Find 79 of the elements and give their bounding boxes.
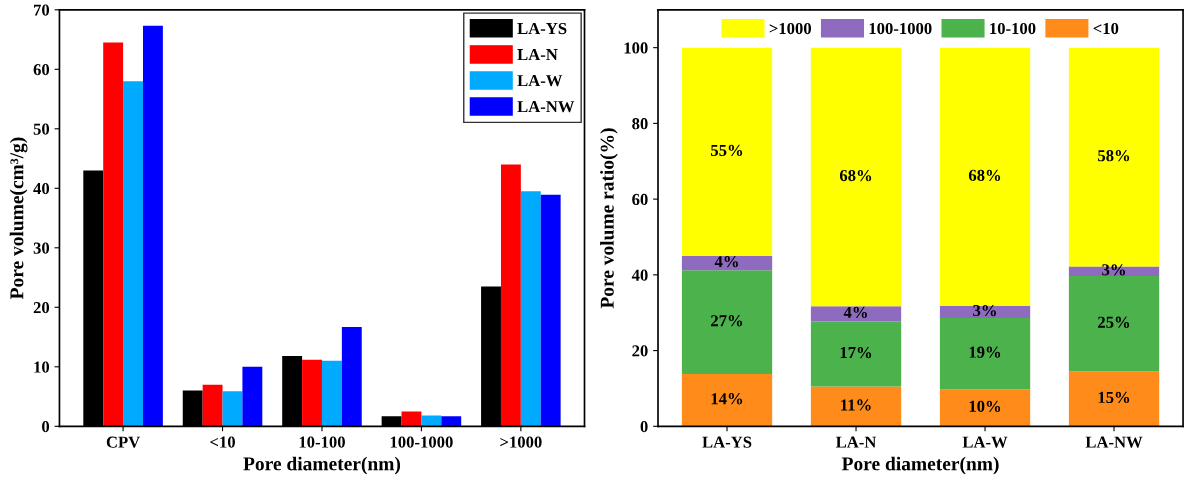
x-tick-label: 100-1000 (390, 436, 453, 448)
bar (810, 306, 902, 322)
y-tick-label: 20 (33, 302, 50, 314)
y-tick-label: 10 (34, 361, 50, 373)
y-axis-title: Pore volume(cm³/g) (9, 137, 28, 300)
legend-label: LA-N (517, 49, 558, 61)
bar (540, 194, 561, 427)
bar (1068, 275, 1160, 372)
y-tick-label: 30 (33, 242, 50, 254)
bar (939, 305, 1031, 319)
x-axis-title: Pore diameter(nm) (841, 456, 999, 475)
x-tick-label: LA-YS (702, 436, 752, 448)
bar (103, 42, 124, 427)
x-tick-label: >1000 (500, 436, 542, 448)
data-label: 25% (1098, 316, 1130, 328)
bar (242, 366, 263, 427)
x-tick-label: LA-N (835, 436, 877, 448)
bar (681, 47, 773, 256)
y-tick-label: 40 (33, 183, 50, 195)
x-tick-label: LA-NW (1085, 436, 1143, 448)
y-tick-label: 60 (632, 193, 648, 206)
legend-label: 100-1000 (869, 22, 932, 35)
bar (500, 164, 521, 427)
bar (810, 321, 902, 387)
bar (939, 318, 1031, 390)
data-label: 3% (1102, 264, 1125, 276)
data-label: 10% (969, 400, 1001, 412)
bar (681, 374, 773, 427)
bar (441, 416, 462, 427)
y-tick-label: 100 (624, 42, 648, 54)
bar (222, 391, 243, 427)
bar (681, 255, 773, 271)
bar (681, 270, 773, 375)
bar (520, 191, 541, 427)
bar (939, 47, 1031, 306)
x-tick-label: <10 (210, 436, 235, 448)
bar (321, 360, 342, 427)
data-label: 68% (968, 169, 1001, 182)
data-label: 15% (1098, 391, 1130, 404)
bar (810, 47, 902, 307)
data-label: 68% (839, 169, 872, 182)
legend-label: LA-YS (517, 22, 567, 35)
data-label: 17% (840, 346, 872, 359)
bar (810, 386, 902, 427)
data-label: 4% (714, 256, 738, 268)
data-label: 55% (711, 144, 743, 157)
y-tick-label: 50 (33, 123, 50, 135)
y-axis-title: Pore volume ratio(%) (600, 128, 618, 309)
bar (202, 384, 223, 427)
x-tick-label: CPV (106, 436, 141, 448)
bar (401, 411, 422, 427)
data-label: 4% (843, 306, 867, 319)
legend-label: <10 (1093, 22, 1119, 35)
y-tick-label: 70 (34, 4, 50, 16)
data-label: 11% (841, 399, 871, 411)
legend-label: LA-NW (517, 101, 575, 113)
y-tick-label: 60 (33, 64, 50, 76)
bar (123, 81, 143, 427)
data-label: 58% (1098, 150, 1130, 162)
x-tick-label: 10-100 (299, 436, 345, 448)
legend-label: >1000 (769, 22, 812, 35)
y-tick-label: 0 (42, 421, 50, 433)
bar (302, 359, 322, 427)
bar (1068, 371, 1160, 427)
bar (142, 25, 163, 427)
y-tick-label: 80 (632, 118, 648, 130)
y-tick-label: 20 (632, 345, 648, 357)
y-tick-label: 40 (631, 269, 648, 281)
legend-label: LA-W (517, 75, 563, 87)
bar (939, 389, 1031, 427)
data-label: 14% (711, 393, 743, 405)
y-tick-label: 0 (640, 421, 648, 433)
legend-label: 10-100 (990, 22, 1036, 35)
x-axis-title: Pore diameter(nm) (243, 456, 401, 475)
bar (341, 326, 362, 427)
data-label: 3% (973, 304, 996, 317)
data-label: 27% (711, 315, 743, 327)
x-tick-label: LA-W (962, 436, 1008, 448)
data-label: 19% (969, 346, 1001, 358)
